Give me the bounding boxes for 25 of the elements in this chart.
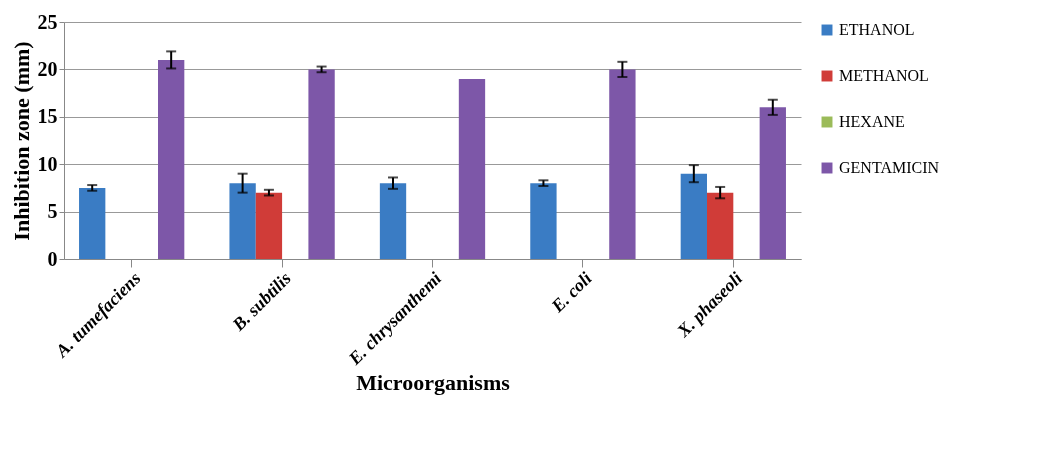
y-tick-label: 5 (47, 200, 58, 223)
y-tick-label: 20 (37, 57, 58, 80)
y-tick-label: 25 (37, 10, 58, 33)
legend-label: HEXANE (839, 113, 905, 130)
legend-label: METHANOL (839, 67, 929, 84)
x-axis-title: Microorganisms (356, 369, 511, 395)
y-tick-label: 10 (37, 152, 58, 175)
bar (379, 183, 407, 259)
bar (79, 187, 106, 259)
x-tick-label: E. coli (546, 268, 596, 317)
bar (759, 107, 786, 259)
bar (229, 183, 256, 259)
legend-label: ETHANOL (839, 21, 915, 38)
bar (458, 78, 486, 259)
bar (255, 192, 283, 259)
bar (680, 173, 707, 259)
bar (609, 69, 636, 259)
y-tick-label: 15 (37, 105, 58, 128)
legend-label: GENTAMICIN (839, 159, 940, 176)
bar (158, 59, 185, 259)
bar (530, 183, 557, 259)
y-tick-label: 0 (47, 247, 58, 270)
bar (706, 192, 734, 259)
bar (308, 69, 335, 259)
y-axis-title: Inhibition zone (mm) (8, 41, 34, 241)
